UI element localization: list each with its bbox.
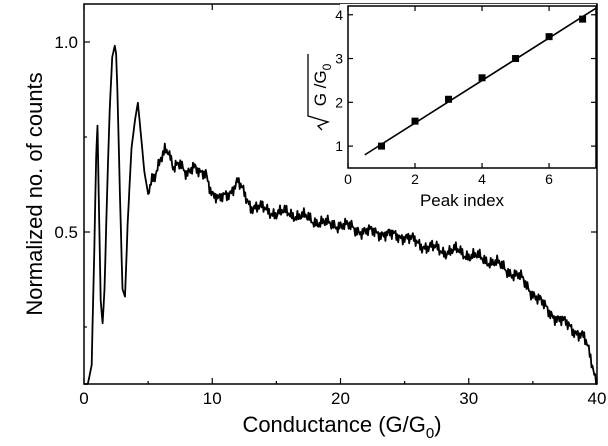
inset-data-point [512,55,520,63]
main-x-axis-label: Conductance (G/G0) [242,412,441,442]
inset-background [340,4,596,168]
main-x-tick-label: 30 [459,389,478,408]
inset-plot-frame [347,5,597,169]
inset-data-point [579,15,587,23]
inset-x-tick-label: 6 [545,171,553,187]
inset-y-axis-label-text: G /G0 [311,63,334,106]
main-x-axis-label-close: ) [434,412,441,437]
inset-y-tick-label: 4 [335,7,343,23]
inset-data-point [445,95,453,103]
main-x-tick-label: 20 [331,389,350,408]
main-y-axis-label: Normalized no. of counts [22,72,47,315]
inset-y-tick-label: 3 [335,51,343,67]
inset-y-axis-label-subscript: 0 [320,63,334,70]
inset-data-point [478,74,486,82]
main-x-tick-label: 40 [588,389,607,408]
main-y-tick-label: 0.5 [54,223,78,242]
inset-x-tick-label: 2 [411,171,419,187]
main-x-tick-label: 10 [203,389,222,408]
inset-fit-line [364,7,597,156]
inset-data-point [378,142,386,150]
inset-x-tick-label: 0 [344,171,352,187]
inset-x-tick-label: 4 [478,171,486,187]
inset-y-axis-label: G /G0 [307,54,334,131]
inset-y-tick-label: 1 [335,138,343,154]
main-y-tick-label: 1.0 [54,33,78,52]
inset-y-tick-label: 2 [335,94,343,110]
inset-data-point [545,33,553,41]
main-histogram-line [84,44,597,385]
inset-data-point [411,117,419,125]
main-x-tick-label: 0 [79,389,88,408]
sqrt-radical-sign [307,54,330,131]
main-x-axis-label-subscript: 0 [426,425,434,442]
inset-x-axis-label: Peak index [420,191,505,210]
